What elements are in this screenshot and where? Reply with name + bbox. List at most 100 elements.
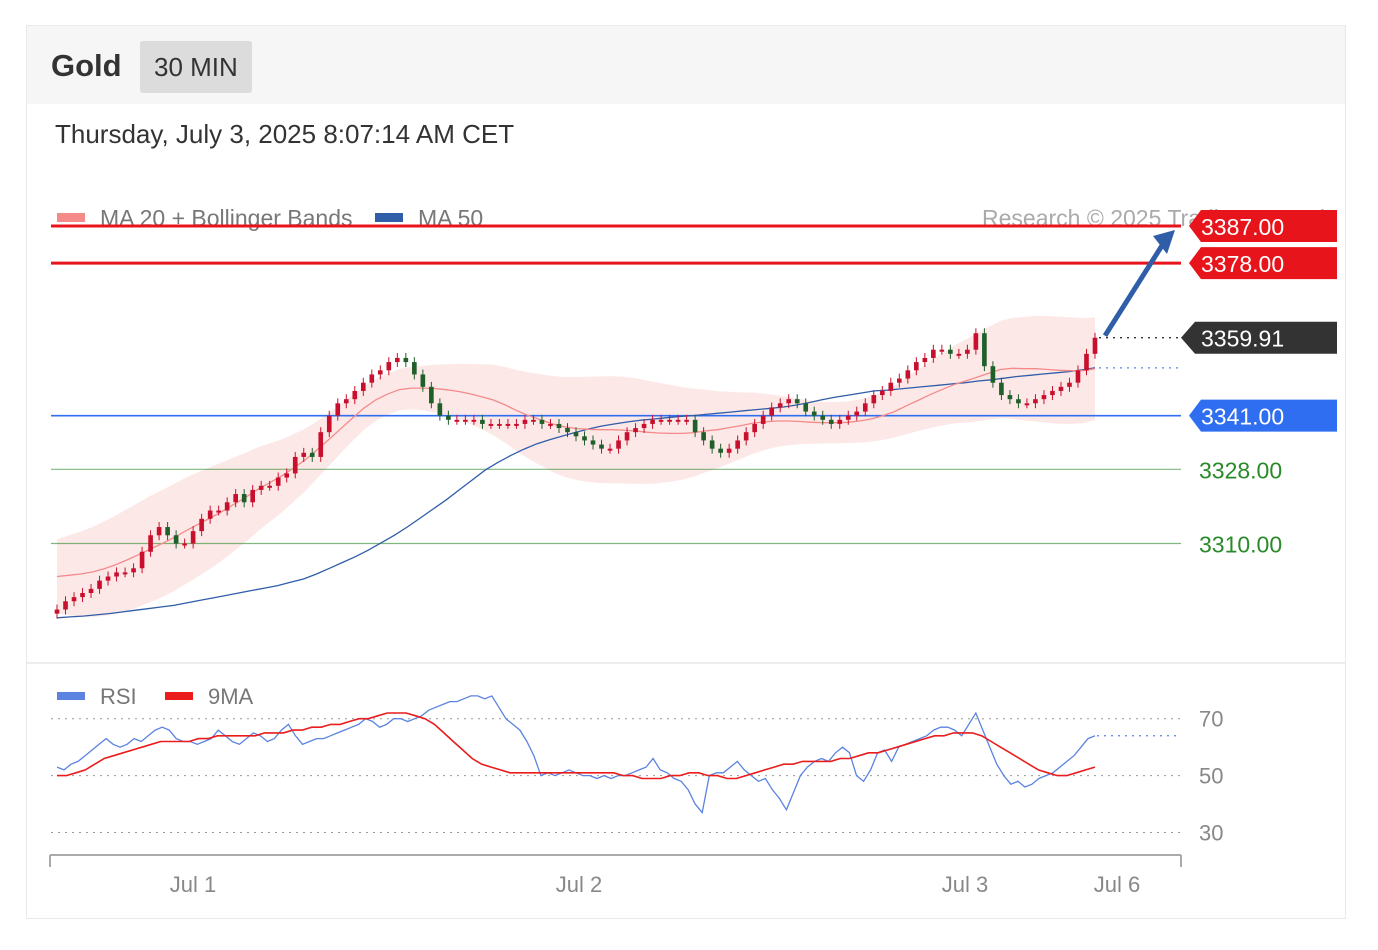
- candle-body: [879, 390, 885, 396]
- candle-body: [480, 419, 485, 424]
- target-arrow-head: [1153, 229, 1175, 254]
- candle-body: [309, 452, 315, 457]
- level-label-3387.00: 3387.00: [1201, 214, 1284, 240]
- candle-body: [122, 572, 128, 575]
- price-plot: 3387.00 3378.00 3341.00 3328.00 3310.00 3359.…: [51, 209, 1337, 619]
- candle-body: [709, 440, 715, 449]
- candle-body: [173, 535, 179, 544]
- candle-body: [80, 593, 85, 598]
- candle-body: [224, 502, 230, 511]
- candle-body: [607, 448, 613, 451]
- candle-body: [871, 395, 877, 404]
- candle-body: [948, 349, 953, 354]
- target-arrow-shaft: [1102, 242, 1166, 338]
- candle-body: [1058, 386, 1064, 391]
- chart-card: Gold 30 MIN Thursday, July 3, 2025 8:07:…: [26, 25, 1346, 919]
- time-tick-label: Jul 6: [1094, 872, 1140, 897]
- candle-body: [88, 588, 94, 594]
- candle-body: [573, 432, 579, 437]
- candle-body: [199, 518, 204, 532]
- candle-body: [743, 432, 749, 441]
- candle-body: [922, 357, 928, 363]
- candle-body: [794, 399, 800, 404]
- candle-body: [590, 440, 596, 445]
- candle-body: [1041, 395, 1047, 400]
- candle-body: [369, 374, 375, 383]
- last-price-tag: [1181, 321, 1337, 354]
- candle-body: [752, 423, 757, 433]
- timestamp: Thursday, July 3, 2025 8:07:14 AM CET: [55, 119, 515, 149]
- candle-body: [862, 403, 868, 412]
- candle-body: [352, 390, 358, 400]
- candle-body: [395, 357, 400, 363]
- rsi-plot: 70 50 30: [51, 695, 1223, 846]
- candle-body: [982, 333, 987, 367]
- ma9-legend-swatch: [165, 692, 193, 700]
- candle-body: [284, 473, 290, 478]
- candle-body: [777, 403, 783, 408]
- candle-body: [931, 349, 936, 358]
- time-tick-label: Jul 3: [942, 872, 988, 897]
- candle-body: [505, 423, 511, 426]
- rsi-ma9-line: [57, 712, 1096, 780]
- candle-body: [599, 444, 604, 449]
- candle-body: [837, 419, 843, 424]
- candle-body: [726, 448, 732, 453]
- candle-body: [888, 382, 894, 391]
- candle-body: [845, 415, 851, 420]
- candle-body: [811, 411, 817, 416]
- candle-body: [735, 440, 740, 449]
- candle-body: [63, 601, 68, 610]
- candle-body: [828, 419, 834, 424]
- candle-body: [156, 527, 162, 536]
- price-chart: MA 20 + Bollinger Bands MA 50 Research ©…: [49, 205, 1337, 897]
- candle-body: [854, 411, 860, 416]
- candle-body: [318, 432, 324, 457]
- candle-body: [1092, 337, 1098, 354]
- candle-body: [54, 609, 60, 614]
- candle-body: [488, 423, 494, 426]
- last-price-label: 3359.91: [1201, 326, 1284, 352]
- time-tick-label: Jul 2: [556, 872, 602, 897]
- candle-body: [335, 403, 341, 416]
- candle-body: [650, 419, 655, 424]
- candle-body: [343, 399, 349, 404]
- candle-body: [258, 485, 264, 490]
- candle-body: [97, 580, 102, 589]
- candle-body: [165, 527, 170, 536]
- candle-body: [1016, 399, 1021, 404]
- candle-body: [114, 572, 119, 577]
- candle-body: [914, 362, 919, 371]
- candle-body: [556, 423, 562, 429]
- candle-body: [437, 403, 443, 416]
- level-label-3341.00: 3341.00: [1201, 404, 1284, 430]
- candle-body: [616, 440, 621, 449]
- candle-body: [692, 419, 698, 433]
- chart-header: Gold 30 MIN: [27, 26, 1345, 104]
- candle-body: [1084, 353, 1089, 371]
- candle-body: [216, 510, 221, 513]
- panel-divider: [27, 662, 1345, 664]
- candle-body: [905, 370, 911, 379]
- candle-body: [360, 382, 366, 391]
- candle-body: [769, 407, 775, 416]
- candle-body: [403, 357, 409, 363]
- candle-body: [420, 374, 426, 387]
- rsi-line: [56, 695, 1096, 815]
- rsi-legend-swatch: [57, 692, 85, 700]
- candle-body: [148, 535, 153, 552]
- candle-body: [565, 428, 570, 433]
- candle-body: [1075, 370, 1081, 383]
- candle-body: [582, 436, 587, 441]
- timeframe-button[interactable]: 30 MIN: [140, 41, 252, 93]
- candle-body: [105, 576, 111, 581]
- candle-body: [965, 349, 970, 354]
- candle-body: [233, 494, 238, 503]
- candle-body: [412, 362, 417, 375]
- candle-body: [820, 415, 826, 420]
- candle-body: [633, 428, 638, 433]
- candle-body: [522, 419, 528, 424]
- instrument-name: Gold: [51, 48, 122, 83]
- candle-body: [446, 415, 451, 420]
- candle-body: [1067, 382, 1072, 387]
